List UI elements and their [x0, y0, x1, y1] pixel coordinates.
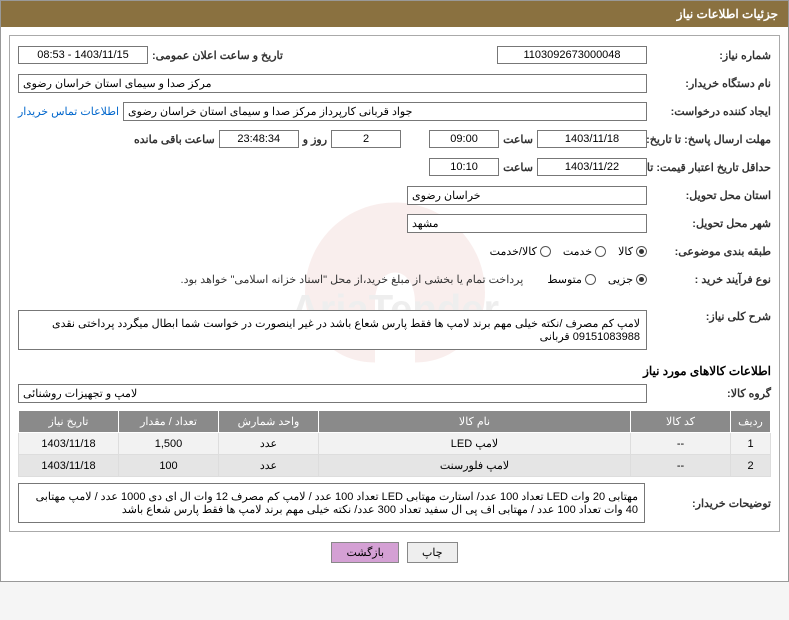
- purchase-type-label: نوع فرآیند خرید :: [651, 273, 771, 286]
- announce-value: 1403/11/15 - 08:53: [18, 46, 148, 64]
- back-button[interactable]: بازگشت: [331, 542, 399, 563]
- table-header-row: ردیف کد کالا نام کالا واحد شمارش تعداد /…: [19, 411, 771, 433]
- deadline-remain: 23:48:34: [219, 130, 299, 148]
- deadline-time-label: ساعت: [503, 133, 533, 146]
- need-number-label: شماره نیاز:: [651, 49, 771, 62]
- announce-label: تاریخ و ساعت اعلان عمومی:: [152, 49, 283, 62]
- valid-date: 1403/11/22: [537, 158, 647, 176]
- radio-both[interactable]: [540, 246, 551, 257]
- content-area: AriaTender شماره نیاز: 1103092673000048 …: [1, 27, 788, 581]
- buyer-notes-label: توضیحات خریدار:: [651, 497, 771, 510]
- radio-service[interactable]: [595, 246, 606, 257]
- goods-group-label: گروه کالا:: [651, 387, 771, 400]
- th-name: نام کالا: [319, 411, 631, 433]
- radio-partial[interactable]: [636, 274, 647, 285]
- category-label: طبقه بندی موضوعی:: [651, 245, 771, 258]
- deadline-days: 2: [331, 130, 401, 148]
- deadline-label: مهلت ارسال پاسخ: تا تاریخ:: [651, 133, 771, 146]
- valid-label: حداقل تاریخ اعتبار قیمت: تا تاریخ:: [651, 161, 771, 174]
- purchase-type-radios: جزیی متوسط: [547, 273, 647, 286]
- buyer-notes-value: مهتابی 20 وات LED تعداد 100 عدد/ استارت …: [18, 483, 645, 523]
- purchase-note: پرداخت تمام یا بخشی از مبلغ خرید،از محل …: [181, 273, 524, 286]
- main-container: جزئیات اطلاعات نیاز AriaTender شماره نیا…: [0, 0, 789, 582]
- print-button[interactable]: چاپ: [407, 542, 458, 563]
- goods-group-value: لامپ و تجهیزات روشنائی: [18, 384, 647, 403]
- table-row: 2 -- لامپ فلورسنت عدد 100 1403/11/18: [19, 455, 771, 477]
- contact-link[interactable]: اطلاعات تماس خریدار: [18, 105, 119, 118]
- general-desc-label: شرح کلی نیاز:: [651, 310, 771, 323]
- goods-table: ردیف کد کالا نام کالا واحد شمارش تعداد /…: [18, 410, 771, 477]
- th-unit: واحد شمارش: [219, 411, 319, 433]
- page-title: جزئیات اطلاعات نیاز: [1, 1, 788, 27]
- deadline-remain-label: ساعت باقی مانده: [134, 133, 215, 146]
- requester-label: ایجاد کننده درخواست:: [651, 105, 771, 118]
- valid-time-label: ساعت: [503, 161, 533, 174]
- category-radios: کالا خدمت کالا/خدمت: [490, 245, 647, 258]
- th-row: ردیف: [731, 411, 771, 433]
- radio-medium[interactable]: [585, 274, 596, 285]
- deadline-time: 09:00: [429, 130, 499, 148]
- need-number-value: 1103092673000048: [497, 46, 647, 64]
- table-row: 1 -- لامپ LED عدد 1,500 1403/11/18: [19, 433, 771, 455]
- deadline-days-label: روز و: [303, 133, 327, 146]
- general-desc-value: لامپ کم مصرف /نکته خیلی مهم برند لامپ ها…: [18, 310, 647, 350]
- buyer-org-label: نام دستگاه خریدار:: [651, 77, 771, 90]
- city-value: مشهد: [407, 214, 647, 233]
- th-date: تاریخ نیاز: [19, 411, 119, 433]
- valid-time: 10:10: [429, 158, 499, 176]
- th-code: کد کالا: [631, 411, 731, 433]
- th-qty: تعداد / مقدار: [119, 411, 219, 433]
- button-row: چاپ بازگشت: [9, 532, 780, 573]
- goods-section-title: اطلاعات کالاهای مورد نیاز: [18, 356, 771, 382]
- form-area: AriaTender شماره نیاز: 1103092673000048 …: [9, 35, 780, 532]
- province-value: خراسان رضوی: [407, 186, 647, 205]
- deadline-date: 1403/11/18: [537, 130, 647, 148]
- buyer-org-value: مرکز صدا و سیمای استان خراسان رضوی: [18, 74, 647, 93]
- requester-value: جواد قربانی کارپرداز مرکز صدا و سیمای اس…: [123, 102, 647, 121]
- radio-goods[interactable]: [636, 246, 647, 257]
- province-label: استان محل تحویل:: [651, 189, 771, 202]
- city-label: شهر محل تحویل:: [651, 217, 771, 230]
